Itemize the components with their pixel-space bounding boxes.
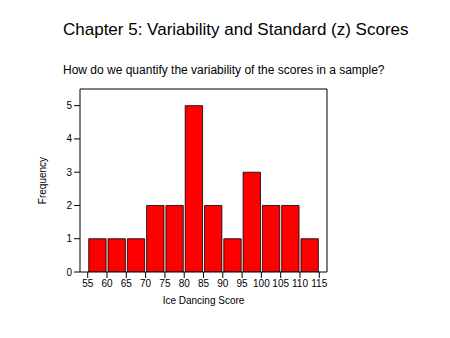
svg-text:80: 80 — [179, 278, 191, 289]
svg-text:5: 5 — [66, 100, 72, 111]
svg-text:110: 110 — [292, 278, 308, 289]
svg-text:100: 100 — [253, 278, 270, 289]
svg-text:3: 3 — [66, 167, 72, 178]
svg-text:95: 95 — [237, 278, 249, 289]
svg-text:70: 70 — [140, 278, 152, 289]
svg-text:85: 85 — [198, 278, 210, 289]
html-text:Chapter 5: Variability and Sta: Chapter 5: Variability and Standard (z) … — [63, 20, 409, 39]
svg-text:0: 0 — [66, 267, 72, 278]
svg-text:105: 105 — [272, 278, 289, 289]
svg-text:Ice Dancing Score: Ice Dancing Score — [163, 295, 245, 306]
svg-text:75: 75 — [159, 278, 171, 289]
svg-text:55: 55 — [82, 278, 94, 289]
svg-text:90: 90 — [217, 278, 229, 289]
svg-text:Frequency: Frequency — [37, 157, 48, 204]
svg-text:1: 1 — [66, 233, 72, 244]
html-text:How do we quantify the variabi: How do we quantify the variability of th… — [63, 63, 385, 77]
svg-text:65: 65 — [121, 278, 133, 289]
svg-text:60: 60 — [101, 278, 113, 289]
svg-text:4: 4 — [66, 133, 72, 144]
svg-text:115: 115 — [311, 278, 327, 289]
svg-text:2: 2 — [66, 200, 72, 211]
